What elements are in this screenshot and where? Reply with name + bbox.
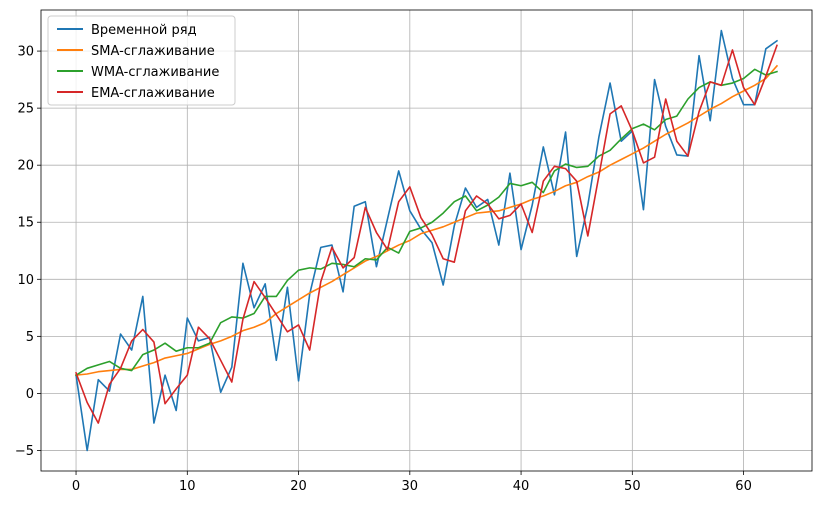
y-tick-label: 5 xyxy=(26,330,34,345)
plot-frame xyxy=(40,9,813,472)
grid-lines xyxy=(41,10,812,471)
legend-entry-series-2: WMA-сглаживание xyxy=(57,65,219,80)
axis-ticks: 0 10 20 30 40 50 60 −5 0 5 10 15 20 25 30 xyxy=(15,45,752,494)
y-tick-label: −5 xyxy=(15,444,34,459)
legend-entry-series-0: Временной ряд xyxy=(57,23,197,38)
x-tick-label: 30 xyxy=(402,479,419,494)
legend-label: SMA-сглаживание xyxy=(91,44,215,59)
legend-label: EMA-сглаживание xyxy=(91,86,215,101)
legend-entry-series-3: EMA-сглаживание xyxy=(57,86,215,101)
x-tick-label: 50 xyxy=(624,479,641,494)
y-tick-label: 15 xyxy=(17,216,34,231)
series-line-0 xyxy=(75,29,779,452)
x-tick-label: 0 xyxy=(72,479,80,494)
y-tick-label: 20 xyxy=(17,159,34,174)
legend: Временной ряд SMA-сглаживание WMA-сглажи… xyxy=(47,15,236,106)
series-line-3 xyxy=(75,44,778,424)
x-tick-label: 40 xyxy=(513,479,530,494)
x-tick-label: 10 xyxy=(179,479,196,494)
legend-box xyxy=(47,15,236,106)
y-tick-label: 25 xyxy=(17,102,34,117)
legend-label: WMA-сглаживание xyxy=(91,65,219,80)
y-tick-label: 30 xyxy=(17,45,34,60)
legend-entry-series-1: SMA-сглаживание xyxy=(57,44,215,59)
y-tick-label: 10 xyxy=(17,273,34,288)
y-tick-label: 0 xyxy=(26,387,34,402)
legend-label: Временной ряд xyxy=(91,23,197,38)
series-lines xyxy=(74,29,779,452)
x-tick-label: 20 xyxy=(290,479,307,494)
x-tick-label: 60 xyxy=(735,479,752,494)
